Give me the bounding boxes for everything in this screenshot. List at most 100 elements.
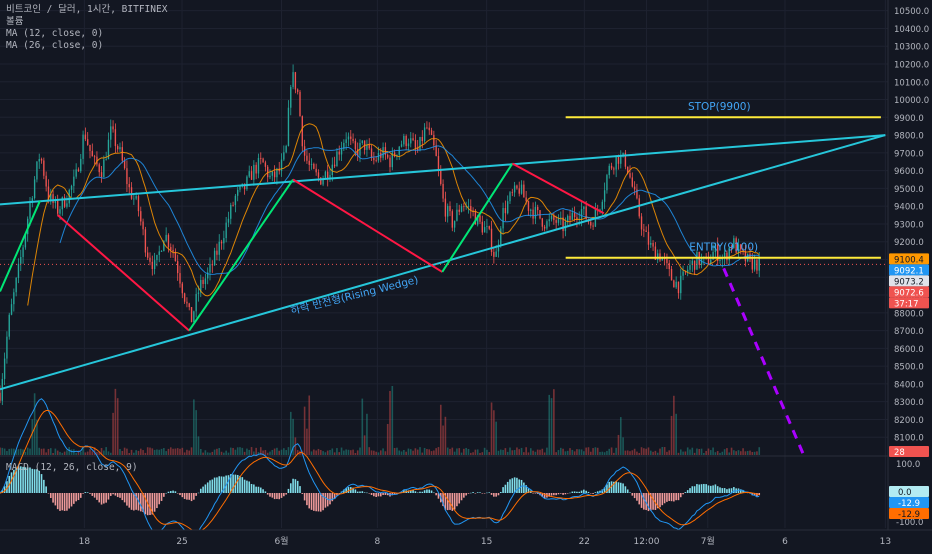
macd-histogram-bar: [315, 493, 317, 512]
candle: [606, 173, 608, 194]
candle: [583, 206, 585, 216]
candle-body: [693, 260, 696, 270]
macd-histogram-bar: [566, 493, 569, 494]
candle: [147, 246, 149, 261]
volume-bar: [592, 448, 594, 455]
candle: [340, 141, 343, 162]
volume-bar: [622, 437, 624, 455]
ma-fast-label[interactable]: MA (12, close, 0): [6, 28, 104, 39]
macd-histogram-bar: [707, 485, 710, 493]
candle: [126, 160, 128, 193]
macd-histogram-bar: [280, 493, 283, 498]
macd-histogram-bar: [423, 490, 426, 493]
macd-histogram-bar: [100, 493, 103, 505]
volume-bar: [82, 447, 84, 455]
volume-bar: [1, 447, 4, 455]
candle: [45, 171, 47, 192]
candle-body: [163, 240, 165, 252]
candle-body: [292, 72, 294, 88]
candle-body: [654, 246, 657, 261]
candle-body: [59, 209, 61, 214]
macd-histogram-bar: [322, 493, 324, 511]
macd-histogram-bar: [622, 483, 624, 493]
time-tick-label: 6월: [274, 535, 288, 547]
volume-bar: [463, 448, 465, 455]
candle-body: [306, 155, 308, 161]
candle-body: [20, 257, 22, 264]
candle-body: [652, 243, 654, 247]
candle-body: [287, 107, 290, 147]
macd-histogram-bar: [301, 493, 304, 494]
candle: [463, 202, 465, 212]
volume-bar: [675, 413, 677, 455]
price-badge: 37:17: [889, 297, 929, 309]
candle-body: [666, 258, 668, 264]
macd-histogram-bar: [384, 493, 387, 495]
symbol-title[interactable]: 비트코인 / 달러, 1시간, BITFINEX: [6, 4, 168, 15]
candle: [428, 122, 430, 135]
macd-histogram-bar: [670, 493, 673, 502]
ma-slow-label[interactable]: MA (26, close, 0): [6, 40, 104, 51]
macd-histogram-bar: [359, 491, 361, 493]
candle-body: [29, 202, 31, 219]
candle: [717, 237, 719, 266]
volume-bar: [712, 447, 714, 455]
volume-bar: [139, 448, 142, 455]
volume-bar: [739, 451, 742, 455]
ma-slow-line: [59, 145, 760, 275]
price-tick-label: 8500.0: [894, 363, 924, 373]
macd-legend[interactable]: MACD (12, 26, close, 9): [6, 462, 138, 473]
volume-bar: [266, 452, 269, 455]
volume-label[interactable]: 볼륨: [6, 16, 24, 27]
volume-bar: [714, 452, 717, 455]
macd-histogram-bar: [209, 480, 211, 493]
macd-histogram-bar: [22, 466, 24, 493]
macd-histogram-bar: [26, 467, 29, 493]
candle: [119, 142, 121, 153]
macd-histogram-bar: [624, 486, 627, 493]
candle-body: [691, 260, 694, 266]
volume-bar: [686, 447, 689, 455]
macd-histogram-bar: [486, 492, 488, 494]
candle-body: [650, 243, 652, 245]
upper-wedge-line: [0, 134, 886, 206]
candle: [456, 203, 458, 222]
candle: [54, 196, 57, 209]
candle-body: [276, 168, 278, 178]
candle-body: [403, 135, 405, 145]
volume-bar: [400, 451, 403, 455]
macd-histogram-bar: [73, 493, 75, 504]
candle: [75, 163, 77, 179]
candle: [723, 244, 726, 265]
candle-body: [107, 139, 110, 160]
candle-body: [181, 283, 184, 294]
candle-body: [100, 172, 103, 178]
candle-body: [193, 311, 195, 323]
volume-bar: [10, 448, 13, 455]
price-tick-label: 10200.0: [894, 60, 929, 70]
macd-histogram-bar: [24, 467, 27, 493]
macd-histogram-bar: [15, 467, 17, 493]
candle-body: [234, 195, 237, 206]
candle: [557, 214, 560, 226]
candle: [444, 191, 447, 222]
macd-histogram-bar: [119, 493, 121, 498]
candle-body: [255, 164, 257, 174]
candle-body: [488, 226, 490, 229]
candle: [504, 200, 507, 222]
candle: [315, 163, 317, 176]
macd-histogram-bar: [663, 493, 666, 504]
volume-bar: [359, 447, 361, 455]
candle-body: [285, 146, 287, 153]
candle-body: [43, 160, 45, 176]
macd-histogram-bar: [47, 493, 50, 494]
volume-bar: [98, 451, 101, 455]
volume-bar: [17, 449, 20, 455]
candle: [740, 243, 742, 255]
macd-histogram-bar: [412, 490, 414, 493]
candle-body: [557, 217, 560, 223]
macd-histogram-bar: [693, 486, 696, 493]
volume-bar: [130, 449, 133, 455]
